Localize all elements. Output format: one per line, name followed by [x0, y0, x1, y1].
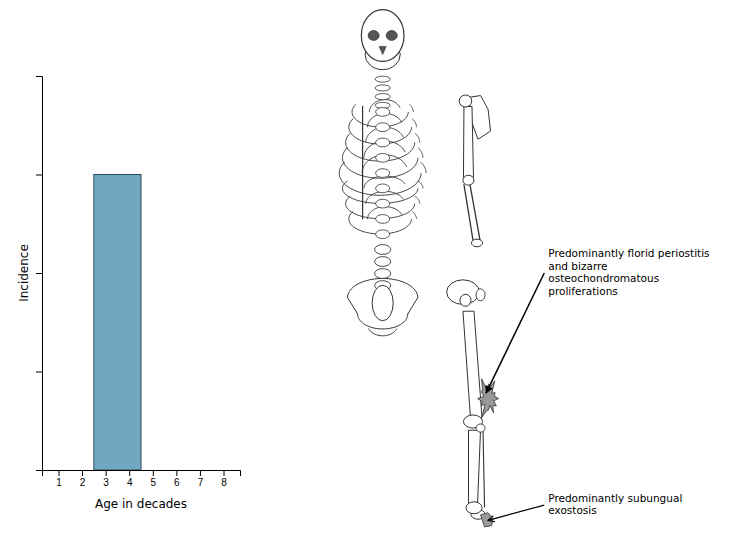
lumbar-vertebra [375, 245, 391, 255]
x-axis: 1 2 3 4 5 6 7 8 [43, 470, 241, 488]
x-tick-mark [224, 470, 225, 476]
x-axis-title: Age in decades [95, 497, 187, 511]
vertebra [376, 153, 390, 162]
x-tick: 2 [80, 470, 86, 488]
elbow [463, 175, 474, 185]
x-axis-line [43, 471, 241, 477]
rib [412, 211, 416, 219]
y-axis [36, 77, 43, 471]
trochanter [476, 289, 485, 301]
x-tick-label: 4 [127, 477, 133, 488]
x-tick: 1 [56, 470, 62, 488]
x-tick-mark [59, 470, 60, 476]
x-tick-mark [200, 470, 201, 476]
chart: 1 2 3 4 5 6 7 8 Age in decades Incidence Predomina… [0, 0, 749, 546]
vertebra [376, 199, 390, 208]
x-tick: 5 [151, 470, 157, 488]
pelvis-line [408, 298, 418, 314]
humerus [463, 106, 473, 177]
bars [94, 175, 141, 471]
lumbar-vertebra [375, 257, 391, 267]
rib [412, 119, 416, 127]
y-tick [36, 372, 42, 373]
skeleton [339, 10, 498, 527]
annotation-line: proliferations [548, 285, 618, 297]
vertebra [376, 215, 390, 224]
rib [415, 133, 420, 142]
y-tick-mark [36, 175, 42, 176]
femoral-head [460, 294, 471, 306]
ulna [470, 185, 480, 241]
x-tick: 8 [221, 470, 227, 488]
annotation: Predominantly subungualexostosis [548, 492, 682, 517]
x-tick-label: 8 [221, 477, 227, 488]
nose [379, 46, 386, 54]
wrist [471, 239, 482, 247]
y-tick-mark [36, 372, 42, 373]
vertebra [376, 138, 390, 147]
rib [339, 162, 421, 195]
x-tick-mark [176, 470, 177, 476]
rib [418, 181, 423, 189]
knee [476, 424, 485, 432]
rib [342, 148, 417, 179]
x-tick: 7 [198, 470, 204, 488]
neck-vertebra [375, 85, 390, 91]
rib [415, 196, 420, 204]
ankle [466, 502, 482, 514]
rib [410, 104, 414, 112]
annotation-line: exostosis [548, 504, 596, 516]
vertebra [376, 169, 390, 178]
x-tick-mark [153, 470, 154, 476]
annotation-line: osteochondromatous [548, 272, 659, 284]
periostitis-lesion [478, 379, 499, 417]
x-tick-label: 7 [198, 477, 204, 488]
x-tick-mark [129, 470, 130, 476]
x-tick: 4 [127, 470, 133, 488]
x-tick-label: 6 [174, 477, 180, 488]
annotation-arrow [486, 273, 544, 393]
skull [361, 10, 404, 62]
y-axis-title: Incidence [17, 244, 31, 302]
annotations: Predominantly florid periostitisand biza… [486, 247, 710, 520]
annotation-line: and bizarre [548, 260, 607, 272]
x-tick-mark [106, 470, 107, 476]
x-tick: 6 [174, 470, 180, 488]
shoulder [459, 95, 472, 107]
vertebra [376, 108, 390, 117]
vertebra [376, 230, 390, 239]
eye-socket [386, 31, 397, 41]
pubic-arch [369, 329, 397, 336]
vertebra [376, 184, 390, 193]
y-axis-line [36, 77, 43, 471]
annotation-line: Predominantly florid periostitis [548, 247, 709, 259]
annotation-line: Predominantly subungual [548, 492, 682, 504]
rib [418, 148, 423, 158]
annotation-arrow [488, 505, 544, 520]
tibia [468, 430, 480, 505]
fibula [483, 431, 485, 506]
y-tick [36, 273, 42, 274]
neck-vertebra [375, 94, 390, 100]
lumbar-vertebra [375, 269, 391, 279]
x-tick: 3 [103, 470, 109, 488]
bar [94, 175, 141, 471]
femur [463, 311, 482, 417]
annotation: Predominantly florid periostitisand biza… [548, 247, 709, 297]
pelvis-line [348, 298, 358, 314]
y-tick [36, 175, 42, 176]
neck-vertebra [375, 76, 390, 82]
rib [421, 162, 426, 173]
sacrum [372, 285, 393, 320]
x-tick-label: 3 [103, 477, 109, 488]
x-tick-mark [82, 470, 83, 476]
eye-socket [368, 31, 379, 41]
vertebra [376, 123, 390, 132]
y-tick-mark [36, 273, 42, 274]
x-tick-label: 2 [80, 477, 86, 488]
x-tick-label: 1 [56, 477, 62, 488]
x-tick-label: 5 [151, 477, 157, 488]
